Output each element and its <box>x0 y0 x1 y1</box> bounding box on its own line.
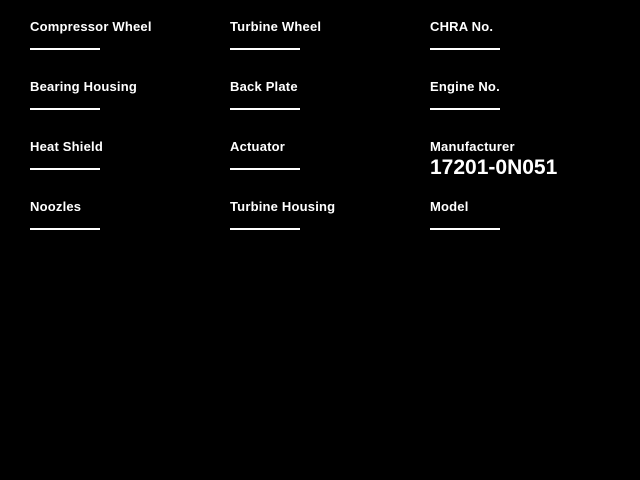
chra-no-input-line[interactable] <box>430 48 500 50</box>
actuator-input-line[interactable] <box>230 168 300 170</box>
turbine-wheel-input-line[interactable] <box>230 48 300 50</box>
model-input-line[interactable] <box>430 228 500 230</box>
heat-shield-input-line[interactable] <box>30 168 100 170</box>
field-label: Model <box>430 199 469 214</box>
field-compressor-wheel: Compressor Wheel <box>30 0 230 60</box>
field-chra-no: CHRA No. <box>430 0 630 60</box>
field-turbine-wheel: Turbine Wheel <box>230 0 430 60</box>
field-engine-no: Engine No. <box>430 60 630 120</box>
field-heat-shield: Heat Shield <box>30 120 230 180</box>
field-label: CHRA No. <box>430 19 494 34</box>
noozles-input-line[interactable] <box>30 228 100 230</box>
compressor-wheel-input-line[interactable] <box>30 48 100 50</box>
field-actuator: Actuator <box>230 120 430 180</box>
field-turbine-housing: Turbine Housing <box>230 180 430 240</box>
back-plate-input-line[interactable] <box>230 108 300 110</box>
field-label: Heat Shield <box>30 139 103 154</box>
field-label: Turbine Housing <box>230 199 336 214</box>
field-manufacturer: Manufacturer 17201-0N051 <box>430 120 630 180</box>
field-model: Model <box>430 180 630 240</box>
field-label: Noozles <box>30 199 82 214</box>
field-label: Bearing Housing <box>30 79 138 94</box>
parts-form: Compressor Wheel Turbine Wheel CHRA No. … <box>30 0 630 240</box>
field-label: Manufacturer <box>430 139 515 154</box>
field-back-plate: Back Plate <box>230 60 430 120</box>
field-label: Engine No. <box>430 79 500 94</box>
field-label: Back Plate <box>230 79 298 94</box>
field-label: Compressor Wheel <box>30 19 152 34</box>
field-bearing-housing: Bearing Housing <box>30 60 230 120</box>
field-label: Turbine Wheel <box>230 19 322 34</box>
turbine-housing-input-line[interactable] <box>230 228 300 230</box>
engine-no-input-line[interactable] <box>430 108 500 110</box>
manufacturer-value[interactable]: 17201-0N051 <box>430 156 558 179</box>
field-label: Actuator <box>230 139 286 154</box>
field-noozles: Noozles <box>30 180 230 240</box>
bearing-housing-input-line[interactable] <box>30 108 100 110</box>
